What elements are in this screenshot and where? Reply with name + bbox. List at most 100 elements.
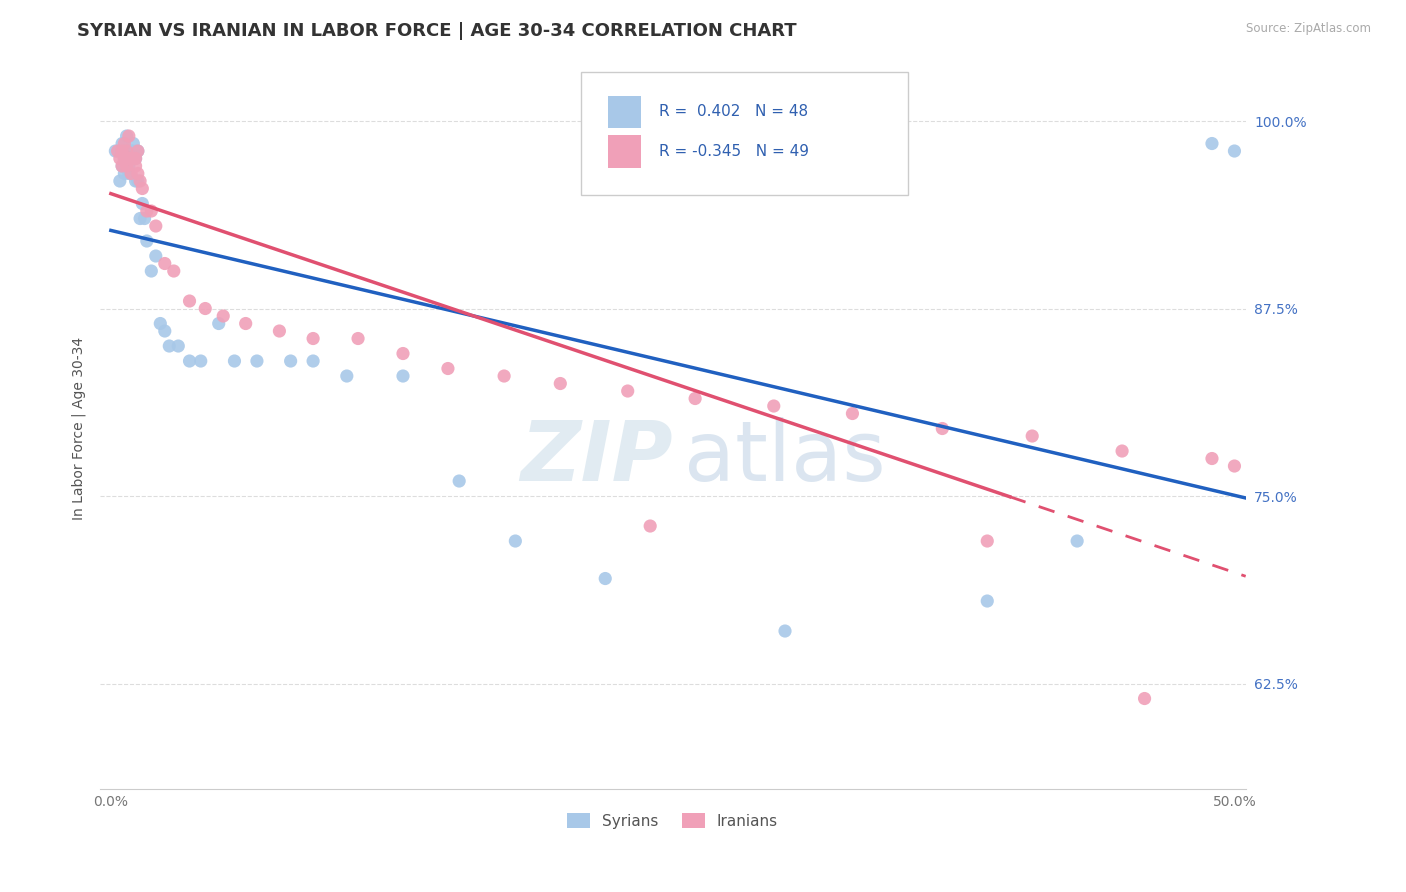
Point bbox=[127, 144, 149, 158]
Point bbox=[118, 152, 141, 166]
Point bbox=[773, 624, 796, 638]
Point bbox=[120, 144, 142, 158]
Point bbox=[302, 332, 325, 346]
Point bbox=[347, 332, 370, 346]
Point bbox=[124, 152, 146, 166]
Point bbox=[108, 174, 131, 188]
Point bbox=[120, 167, 142, 181]
Point bbox=[122, 152, 145, 166]
Point bbox=[135, 234, 157, 248]
Point bbox=[194, 301, 217, 316]
Text: R =  0.402   N = 48: R = 0.402 N = 48 bbox=[659, 104, 808, 120]
Point bbox=[141, 264, 163, 278]
Point bbox=[163, 264, 186, 278]
Text: SYRIAN VS IRANIAN IN LABOR FORCE | AGE 30-34 CORRELATION CHART: SYRIAN VS IRANIAN IN LABOR FORCE | AGE 3… bbox=[77, 22, 797, 40]
Point bbox=[111, 136, 134, 151]
Point bbox=[115, 152, 138, 166]
Point bbox=[593, 572, 616, 586]
Point bbox=[112, 167, 135, 181]
Point bbox=[762, 399, 785, 413]
Point bbox=[115, 159, 138, 173]
Point bbox=[145, 249, 167, 263]
Point bbox=[931, 421, 953, 435]
Point bbox=[127, 174, 149, 188]
Point bbox=[1133, 691, 1156, 706]
Point bbox=[131, 196, 153, 211]
FancyBboxPatch shape bbox=[581, 72, 908, 194]
Point bbox=[115, 128, 138, 143]
Text: R = -0.345   N = 49: R = -0.345 N = 49 bbox=[659, 144, 808, 159]
Point bbox=[118, 167, 141, 181]
Point bbox=[1111, 444, 1133, 458]
Point bbox=[112, 152, 135, 166]
Point bbox=[112, 136, 135, 151]
Point bbox=[122, 152, 145, 166]
Point bbox=[212, 309, 235, 323]
Point bbox=[638, 519, 661, 533]
Point bbox=[108, 152, 131, 166]
FancyBboxPatch shape bbox=[609, 95, 641, 128]
Point bbox=[235, 317, 257, 331]
Point bbox=[449, 474, 471, 488]
Point bbox=[135, 204, 157, 219]
Text: Source: ZipAtlas.com: Source: ZipAtlas.com bbox=[1246, 22, 1371, 36]
Point bbox=[127, 144, 149, 158]
Point bbox=[124, 159, 146, 173]
Point bbox=[129, 211, 152, 226]
Point bbox=[976, 594, 998, 608]
Point bbox=[129, 174, 152, 188]
Point bbox=[134, 211, 156, 226]
Point bbox=[153, 324, 176, 338]
Point bbox=[1201, 451, 1223, 466]
Point bbox=[1021, 429, 1043, 443]
Point bbox=[437, 361, 460, 376]
Point bbox=[179, 354, 201, 368]
Point bbox=[392, 369, 415, 384]
Point bbox=[118, 152, 141, 166]
Point bbox=[208, 317, 231, 331]
Point bbox=[1201, 136, 1223, 151]
Point bbox=[118, 128, 141, 143]
Text: atlas: atlas bbox=[685, 417, 886, 498]
Point bbox=[224, 354, 246, 368]
Point bbox=[118, 144, 141, 158]
Point bbox=[131, 181, 153, 195]
Point bbox=[505, 534, 527, 549]
Point bbox=[280, 354, 302, 368]
Point bbox=[107, 144, 129, 158]
Point bbox=[104, 144, 127, 158]
Point bbox=[122, 144, 145, 158]
Point bbox=[550, 376, 572, 391]
Point bbox=[976, 534, 998, 549]
Point bbox=[269, 324, 291, 338]
Point bbox=[145, 219, 167, 233]
Point bbox=[120, 152, 142, 166]
Point bbox=[153, 256, 176, 270]
Point bbox=[190, 354, 212, 368]
Point bbox=[115, 144, 138, 158]
Point bbox=[124, 174, 146, 188]
Point bbox=[120, 152, 142, 166]
Point bbox=[1223, 458, 1246, 473]
Point bbox=[246, 354, 269, 368]
Point bbox=[124, 152, 146, 166]
Point bbox=[683, 392, 706, 406]
Point bbox=[1223, 144, 1246, 158]
Point bbox=[302, 354, 325, 368]
Point bbox=[616, 384, 638, 398]
Point bbox=[179, 293, 201, 308]
Point bbox=[111, 159, 134, 173]
Point bbox=[141, 204, 163, 219]
Point bbox=[336, 369, 359, 384]
Point bbox=[392, 346, 415, 360]
Legend: Syrians, Iranians: Syrians, Iranians bbox=[561, 806, 785, 835]
Point bbox=[115, 144, 138, 158]
FancyBboxPatch shape bbox=[609, 135, 641, 168]
Y-axis label: In Labor Force | Age 30-34: In Labor Force | Age 30-34 bbox=[72, 337, 86, 520]
Text: ZIP: ZIP bbox=[520, 417, 672, 498]
Point bbox=[112, 152, 135, 166]
Point bbox=[118, 159, 141, 173]
Point bbox=[111, 144, 134, 158]
Point bbox=[122, 152, 145, 166]
Point bbox=[157, 339, 180, 353]
